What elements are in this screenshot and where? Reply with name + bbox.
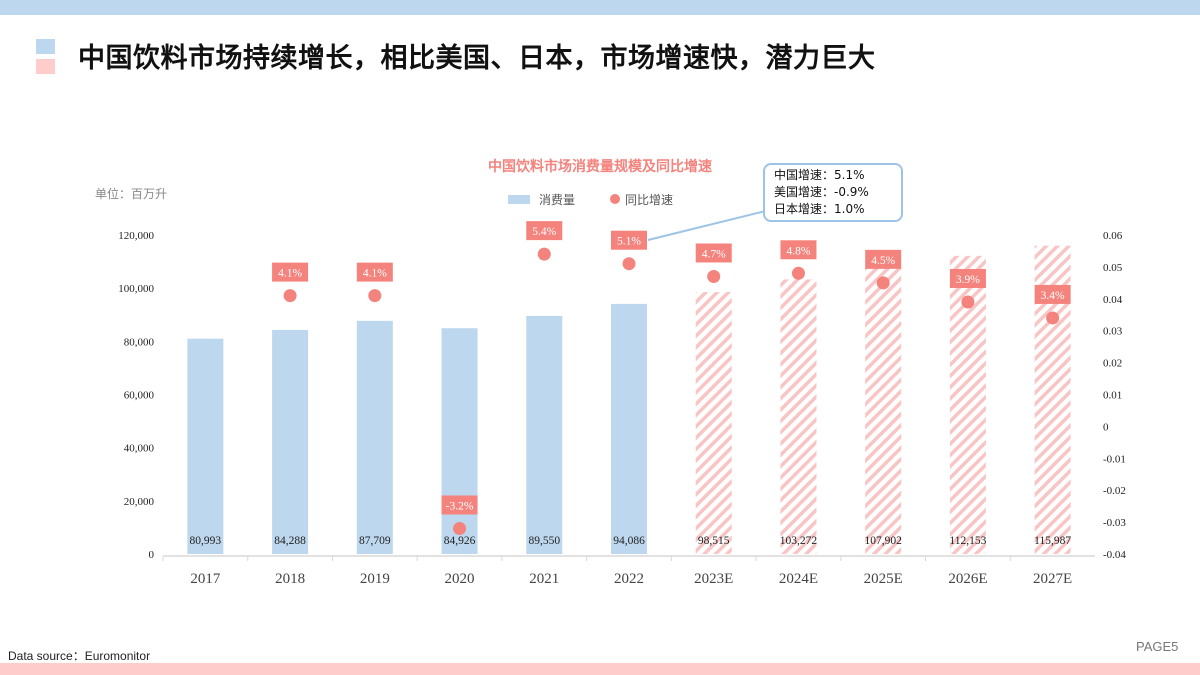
growth-label: 3.4% <box>1041 290 1065 302</box>
y-right-tick-label: 0 <box>1103 421 1109 433</box>
growth-point-2025E <box>876 276 890 290</box>
x-tick-label: 2021 <box>529 571 559 587</box>
bar-value-label: 84,288 <box>274 535 306 547</box>
bar-2020 <box>441 328 478 554</box>
growth-label: 4.5% <box>871 255 895 267</box>
y-right-tick-label: 0.01 <box>1103 390 1122 402</box>
growth-label-bg <box>695 243 732 263</box>
callout-line-china: 中国增速：5.1% <box>774 168 865 182</box>
y-left-tick-label: 20,000 <box>124 496 155 508</box>
bar-value-label: 112,153 <box>949 535 986 547</box>
growth-point-2023E <box>707 269 721 283</box>
y-right-tick-label: -0.02 <box>1103 485 1126 497</box>
bar-2021 <box>526 315 563 554</box>
bar-value-label: 87,709 <box>359 535 391 547</box>
top-bar <box>0 0 1200 15</box>
growth-point-2027E <box>1046 311 1060 325</box>
growth-label: 4.1% <box>278 268 302 280</box>
y-right-tick-label: 0.02 <box>1103 358 1122 370</box>
x-tick-label: 2020 <box>445 571 475 587</box>
growth-point-2020 <box>453 521 467 535</box>
growth-label-bg <box>526 221 563 241</box>
bar-2023E <box>695 292 732 554</box>
slide-title: 中国饮料市场持续增长，相比美国、日本，市场增速快，潜力巨大 <box>78 43 876 74</box>
growth-point-2018 <box>283 289 297 303</box>
growth-label: 4.7% <box>702 248 726 260</box>
y-right-tick-label: -0.03 <box>1103 517 1126 529</box>
y-right-tick-label: 0.04 <box>1103 294 1123 306</box>
bar-2017 <box>187 338 224 554</box>
growth-label-bg <box>356 262 393 282</box>
callout-line-japan: 日本增速：1.0% <box>774 202 865 216</box>
y-left-tick-label: 60,000 <box>124 390 155 402</box>
legend-dot-label: 同比增速 <box>625 193 673 207</box>
growth-label: 4.8% <box>786 245 810 257</box>
x-tick-label: 2024E <box>779 571 818 587</box>
bar-value-label: 107,902 <box>864 535 902 547</box>
growth-point-2024E <box>791 266 805 280</box>
callout-line-us: 美国增速：-0.9% <box>774 185 869 199</box>
page-number: PAGE5 <box>1136 639 1179 654</box>
bar-2022 <box>611 303 647 554</box>
x-tick-label: 2027E <box>1033 571 1072 587</box>
growth-label: -3.2% <box>446 500 474 512</box>
growth-label: 3.9% <box>956 274 980 286</box>
data-source: Data source：Euromonitor <box>8 649 151 663</box>
y-right-tick-label: -0.01 <box>1103 453 1126 465</box>
growth-label: 4.1% <box>363 268 387 280</box>
bar-value-label: 94,086 <box>613 535 645 547</box>
unit-label: 单位：百万升 <box>95 186 167 201</box>
bar-2018 <box>272 329 309 554</box>
bar-2019 <box>356 320 393 554</box>
y-right-tick-label: -0.04 <box>1103 549 1126 561</box>
growth-point-2026E <box>961 295 975 309</box>
x-tick-label: 2018 <box>275 571 305 587</box>
title-marker-blue <box>36 39 55 54</box>
y-right-tick-label: 0.03 <box>1103 326 1123 338</box>
growth-label: 5.4% <box>532 226 556 238</box>
growth-label-bg <box>441 495 478 515</box>
x-tick-label: 2017 <box>190 571 221 587</box>
bottom-bar <box>0 663 1200 675</box>
title-marker-pink <box>36 59 55 74</box>
y-right-tick-label: 0.06 <box>1103 230 1123 242</box>
bar-value-label: 80,993 <box>190 535 222 547</box>
bar-value-label: 89,550 <box>528 535 560 547</box>
growth-point-2022 <box>622 257 636 271</box>
growth-label: 5.1% <box>617 236 641 248</box>
x-tick-label: 2023E <box>694 571 733 587</box>
y-left-tick-label: 80,000 <box>124 336 155 348</box>
y-left-tick-label: 40,000 <box>124 443 155 455</box>
growth-label-bg <box>272 262 309 282</box>
bar-value-label: 115,987 <box>1034 535 1071 547</box>
bar-2025E <box>865 267 902 554</box>
x-tick-label: 2019 <box>360 571 390 587</box>
x-tick-label: 2022 <box>614 571 644 587</box>
growth-label-bg <box>949 268 986 288</box>
growth-label-bg <box>1034 284 1071 304</box>
x-tick-label: 2026E <box>948 571 987 587</box>
growth-label-bg <box>865 249 902 269</box>
legend-bar-swatch <box>508 195 530 204</box>
x-tick-label: 2025E <box>864 571 903 587</box>
growth-label-bg <box>611 230 647 250</box>
growth-point-2021 <box>537 247 551 261</box>
bar-value-label: 84,926 <box>444 535 476 547</box>
legend-dot-swatch <box>610 194 620 204</box>
bar-value-label: 103,272 <box>780 535 818 547</box>
growth-label-bg <box>780 240 817 260</box>
legend-bar-label: 消费量 <box>539 193 575 207</box>
y-left-tick-label: 100,000 <box>118 283 154 295</box>
growth-point-2019 <box>368 289 382 303</box>
y-right-tick-label: 0.05 <box>1103 262 1123 274</box>
y-left-tick-label: 0 <box>149 549 155 561</box>
bar-value-label: 98,515 <box>698 535 730 547</box>
chart-title: 中国饮料市场消费量规模及同比增速 <box>488 158 712 175</box>
bar-2024E <box>780 279 817 554</box>
y-left-tick-label: 120,000 <box>118 230 154 242</box>
growth-comparison-callout: 中国增速：5.1% 美国增速：-0.9% 日本增速：1.0% <box>763 163 903 222</box>
